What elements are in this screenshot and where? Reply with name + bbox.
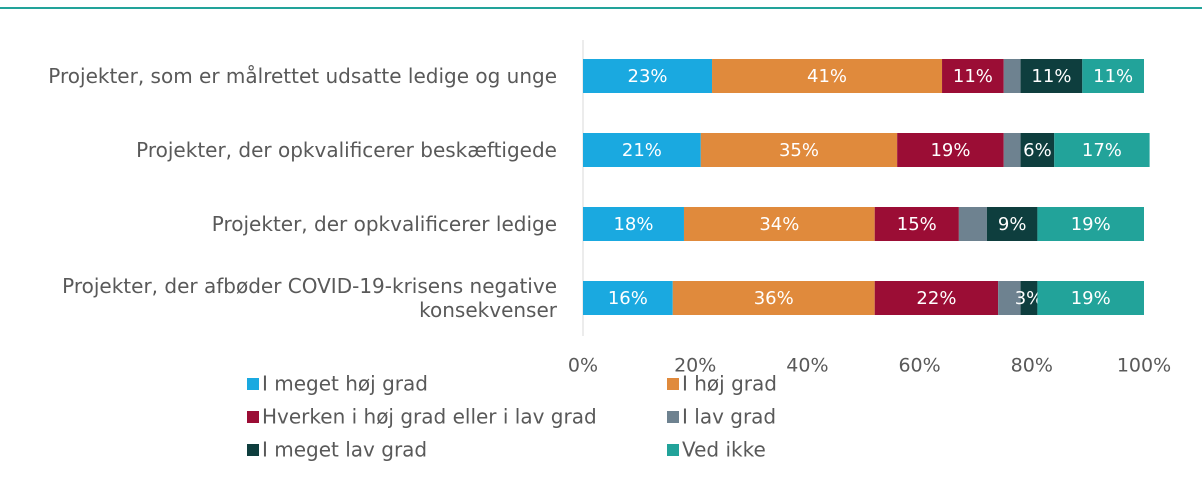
bar-segment xyxy=(1037,281,1144,315)
bar-segment xyxy=(1082,59,1144,93)
data-label: 21% xyxy=(622,140,662,161)
bar-segment xyxy=(583,281,673,315)
x-tick-label: 0% xyxy=(568,355,598,377)
bar-segment xyxy=(583,207,684,241)
bar-segment xyxy=(1003,59,1021,93)
data-label: 23% xyxy=(628,66,668,87)
bar-segment xyxy=(986,207,1038,241)
legend-swatch xyxy=(667,444,679,456)
category-label: Projekter, som er målrettet udsatte ledi… xyxy=(48,64,557,88)
data-label: 11% xyxy=(1031,66,1071,87)
legend-label: I meget lav grad xyxy=(262,438,427,462)
data-label: 35% xyxy=(779,140,819,161)
data-label: 9% xyxy=(998,214,1027,235)
bar-segment xyxy=(897,133,1004,167)
bar-segment xyxy=(1020,281,1038,315)
legend-label: Ved ikke xyxy=(682,438,766,462)
legend-label: Hverken i høj grad eller i lav grad xyxy=(262,405,597,429)
bar-segment xyxy=(583,133,701,167)
category-label: Projekter, der afbøder COVID-19-krisens … xyxy=(62,274,557,322)
data-label: 36% xyxy=(754,288,794,309)
bar-segment xyxy=(942,59,1004,93)
legend-swatch xyxy=(247,411,259,423)
category-label: Projekter, der opkvalificerer ledige xyxy=(211,212,557,236)
bar-segment xyxy=(958,207,987,241)
bar-segment xyxy=(1003,133,1021,167)
legend-swatch xyxy=(667,378,679,390)
data-label: 16% xyxy=(608,288,648,309)
x-tick-label: 80% xyxy=(1011,355,1053,377)
legend-label: I meget høj grad xyxy=(262,372,428,396)
data-label: 22% xyxy=(916,288,956,309)
bar-segment xyxy=(998,281,1021,315)
data-label: 34% xyxy=(759,214,799,235)
x-tick-label: 40% xyxy=(786,355,828,377)
data-label: 11% xyxy=(953,66,993,87)
data-label: 41% xyxy=(807,66,847,87)
legend-swatch xyxy=(247,378,259,390)
bar-segment xyxy=(1020,133,1055,167)
data-label: 19% xyxy=(930,140,970,161)
data-label: 3% xyxy=(1015,288,1044,309)
data-label: 18% xyxy=(613,214,653,235)
data-label: 19% xyxy=(1071,214,1111,235)
bar-segment xyxy=(683,207,875,241)
x-tick-label: 20% xyxy=(674,355,716,377)
data-label: 19% xyxy=(1071,288,1111,309)
bar-segment xyxy=(874,281,999,315)
legend-label: I lav grad xyxy=(682,405,776,429)
data-label: 6% xyxy=(1023,140,1052,161)
x-tick-label: 60% xyxy=(898,355,940,377)
bar-segment xyxy=(1037,207,1144,241)
bar-segment xyxy=(1020,59,1083,93)
legend-swatch xyxy=(247,444,259,456)
category-label: Projekter, der opkvalificerer beskæftige… xyxy=(136,138,557,162)
data-label: 17% xyxy=(1082,140,1122,161)
legend-label: I høj grad xyxy=(682,372,777,396)
data-label: 15% xyxy=(897,214,937,235)
bar-segment xyxy=(1054,133,1150,167)
data-label: 11% xyxy=(1093,66,1133,87)
bar-segment xyxy=(700,133,898,167)
bar-segment xyxy=(712,59,943,93)
bar-segment xyxy=(583,59,713,93)
x-tick-label: 100% xyxy=(1117,355,1171,377)
legend-swatch xyxy=(667,411,679,423)
bar-segment xyxy=(672,281,875,315)
bar-segment xyxy=(874,207,959,241)
